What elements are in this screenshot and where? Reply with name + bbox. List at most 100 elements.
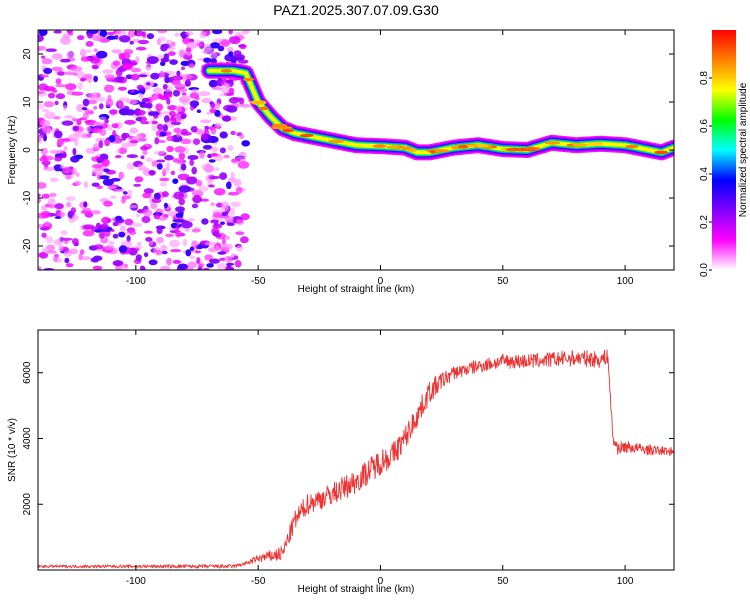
noise-blob <box>74 180 82 186</box>
colorbar-tick-label: 0.2 <box>699 215 710 229</box>
noise-blob <box>210 219 220 224</box>
noise-blob <box>166 39 173 45</box>
noise-blob <box>198 186 209 192</box>
noise-blob <box>156 123 164 131</box>
noise-blob <box>98 232 105 239</box>
noise-blob <box>112 60 121 67</box>
noise-blob <box>235 186 243 194</box>
noise-blob <box>202 267 210 270</box>
noise-blob <box>136 109 146 116</box>
noise-blob <box>154 137 160 145</box>
noise-blob <box>211 86 223 91</box>
noise-blob <box>38 266 42 270</box>
noise-blob <box>118 171 124 180</box>
noise-blob <box>177 263 188 270</box>
noise-blob <box>185 41 198 49</box>
noise-blob <box>38 46 47 51</box>
noise-blob <box>195 39 201 43</box>
noise-blob <box>221 243 233 250</box>
noise-blob <box>185 249 192 257</box>
noise-blob <box>54 100 59 106</box>
noise-blob <box>147 111 160 116</box>
noise-blob <box>111 217 116 221</box>
noise-blob <box>159 182 168 187</box>
noise-blob <box>230 201 241 208</box>
noise-blob <box>122 63 134 71</box>
noise-blob <box>99 103 104 110</box>
snr-x-label: Height of straight line (km) <box>298 584 415 595</box>
noise-blob <box>38 103 44 110</box>
noise-blob <box>222 115 232 122</box>
noise-blob <box>96 121 101 126</box>
noise-blob <box>206 263 214 268</box>
ridge-peak <box>654 150 668 155</box>
noise-blob <box>186 218 195 222</box>
noise-blob <box>157 30 168 34</box>
snr-y-tick-label: 4000 <box>22 427 33 450</box>
noise-blob <box>71 238 79 245</box>
noise-blob <box>210 126 217 135</box>
noise-blob <box>150 203 158 210</box>
noise-blob <box>158 36 166 42</box>
noise-blob <box>110 229 115 232</box>
noise-blob <box>206 111 212 115</box>
noise-blob <box>226 47 234 52</box>
noise-blob <box>155 236 165 245</box>
noise-blob <box>171 75 184 81</box>
noise-blob <box>174 146 186 153</box>
noise-blob <box>104 84 115 93</box>
noise-blob <box>55 84 67 88</box>
ridge-peak <box>476 144 489 148</box>
noise-blob <box>240 213 250 221</box>
noise-blob <box>79 48 87 57</box>
noise-blob <box>68 31 74 36</box>
noise-blob <box>242 30 250 35</box>
noise-blob <box>85 41 94 47</box>
noise-blob <box>174 229 182 238</box>
snr-series-line <box>38 349 674 569</box>
noise-blob <box>103 200 113 207</box>
noise-blob <box>151 120 158 125</box>
noise-blob <box>41 108 49 113</box>
noise-blob <box>172 259 182 264</box>
noise-blob <box>217 251 227 255</box>
noise-blob <box>52 89 58 93</box>
noise-blob <box>169 239 180 248</box>
noise-blob <box>236 245 244 252</box>
noise-blob <box>82 98 90 107</box>
noise-blob <box>106 31 116 36</box>
noise-blob <box>87 30 99 35</box>
noise-blob <box>227 191 240 196</box>
noise-blob <box>221 40 230 46</box>
noise-blob <box>196 109 202 113</box>
noise-blob <box>162 167 170 173</box>
noise-blob <box>180 163 187 171</box>
noise-blob <box>111 123 119 129</box>
noise-blob <box>126 99 138 105</box>
spectrogram-x-tick-label: 0 <box>378 276 384 287</box>
noise-blob <box>233 50 242 57</box>
noise-blob <box>160 45 168 52</box>
noise-blob <box>70 66 83 72</box>
noise-blob <box>39 119 51 128</box>
noise-blob <box>180 138 192 145</box>
noise-blob <box>157 140 166 143</box>
noise-blob <box>142 192 152 199</box>
noise-blob <box>60 58 71 63</box>
noise-blob <box>209 175 221 180</box>
noise-blob <box>41 193 50 199</box>
noise-blob <box>156 159 166 163</box>
noise-blob <box>38 197 41 204</box>
noise-blob <box>179 95 191 103</box>
noise-blob <box>92 65 98 69</box>
noise-blob <box>70 207 76 214</box>
noise-blob <box>101 159 110 167</box>
noise-blob <box>133 30 145 37</box>
noise-blob <box>175 206 185 213</box>
noise-blob <box>211 227 220 236</box>
noise-blob <box>43 67 53 75</box>
noise-blob <box>166 145 174 153</box>
noise-blob <box>225 235 230 240</box>
spectrogram-x-label: Height of straight line (km) <box>298 284 415 295</box>
noise-blob <box>226 181 232 190</box>
